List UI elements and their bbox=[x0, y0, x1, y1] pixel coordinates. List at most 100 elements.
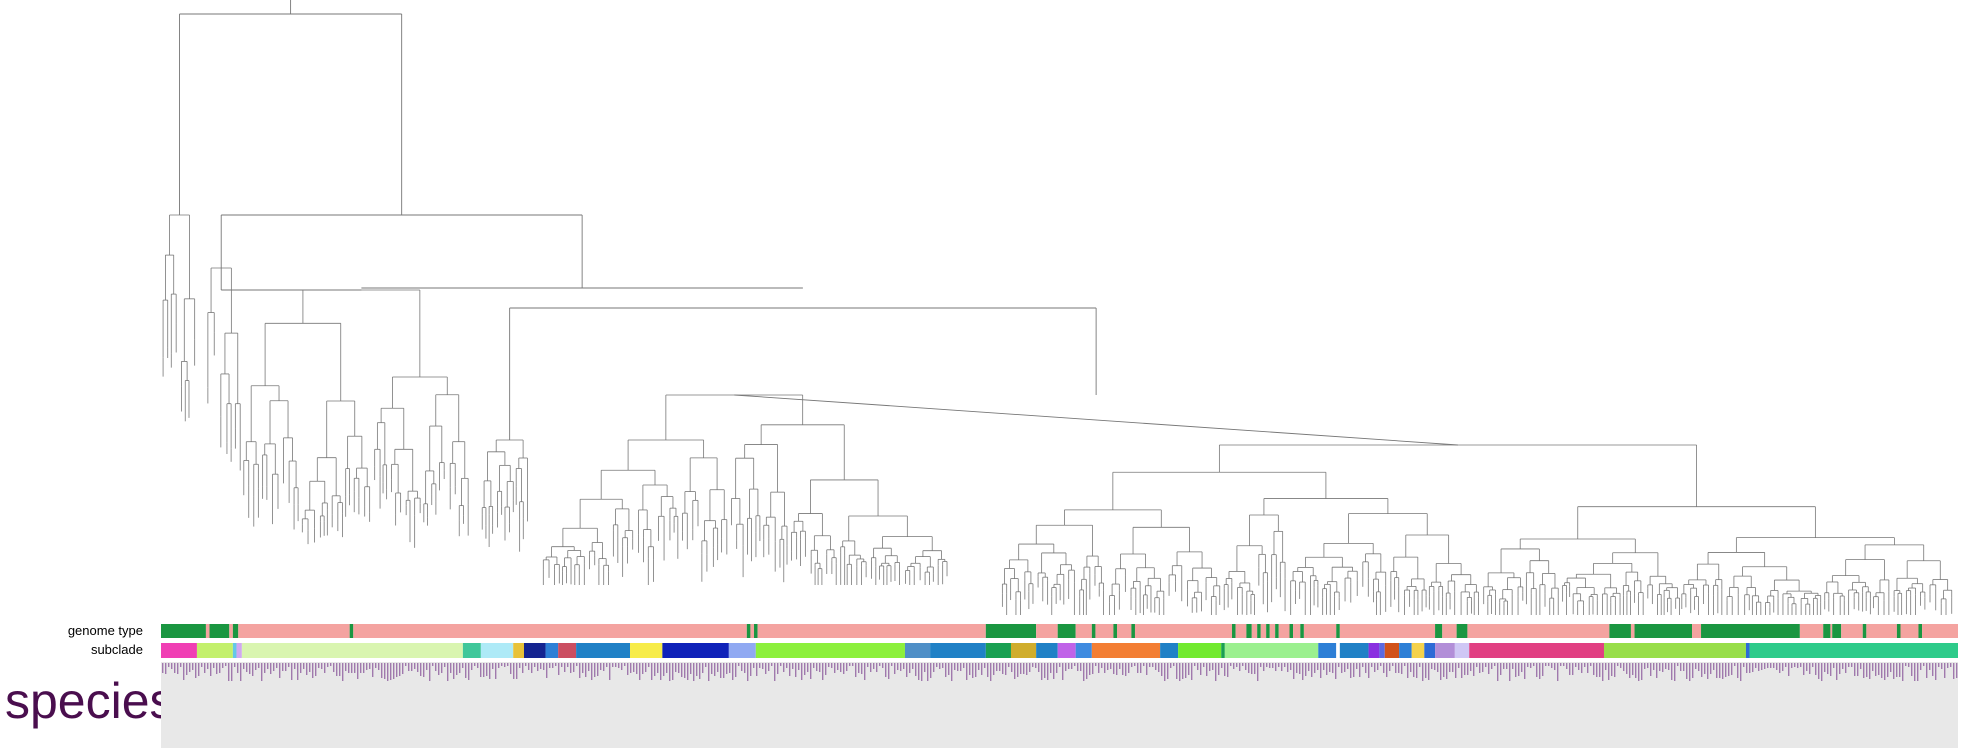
species-leaf-label bbox=[1572, 663, 1574, 675]
genome-type-segment bbox=[1900, 624, 1919, 638]
species-leaf-label bbox=[1119, 663, 1121, 669]
species-leaf-label bbox=[447, 663, 449, 681]
species-leaf-label bbox=[930, 663, 932, 678]
species-leaf-label bbox=[1938, 663, 1940, 667]
species-leaf-label bbox=[231, 663, 233, 681]
species-leaf-label bbox=[1209, 663, 1211, 671]
species-leaf-label bbox=[1452, 663, 1454, 672]
species-leaf-label bbox=[927, 663, 929, 681]
species-leaf-label bbox=[696, 663, 698, 676]
species-leaf-label bbox=[438, 663, 440, 675]
genome-type-segment bbox=[1701, 624, 1800, 638]
species-leaf-label bbox=[666, 663, 668, 673]
species-leaf-label bbox=[906, 663, 908, 677]
species-leaf-label bbox=[1131, 663, 1133, 667]
genome-type-segment bbox=[1832, 624, 1842, 638]
species-leaf-label bbox=[1824, 663, 1826, 672]
species-leaf-label bbox=[1887, 663, 1889, 677]
species-leaf-label bbox=[738, 663, 740, 666]
species-leaf-label bbox=[1869, 663, 1871, 679]
species-leaf-label bbox=[600, 663, 602, 670]
species-leaf-label bbox=[414, 663, 416, 669]
subclade-segment bbox=[1603, 643, 1746, 658]
species-leaf-label bbox=[1545, 663, 1547, 666]
subclade-segment bbox=[630, 643, 663, 658]
species-leaf-label bbox=[1815, 663, 1817, 675]
genome-type-segment bbox=[1336, 624, 1340, 638]
species-leaf-label bbox=[474, 663, 476, 666]
species-leaf-label bbox=[1377, 663, 1379, 670]
species-leaf-label bbox=[183, 663, 185, 680]
species-leaf-label bbox=[222, 663, 224, 668]
genome-type-segment bbox=[1257, 624, 1261, 638]
species-leaf-label bbox=[177, 663, 179, 674]
species-leaf-label bbox=[420, 663, 422, 676]
species-leaf-label bbox=[1140, 663, 1142, 673]
species-leaf-label bbox=[1224, 663, 1226, 676]
species-leaf-label bbox=[411, 663, 413, 671]
species-leaf-label bbox=[957, 663, 959, 671]
species-leaf-label bbox=[1479, 663, 1481, 673]
species-leaf-label bbox=[399, 663, 401, 676]
species-leaf-label bbox=[306, 663, 308, 675]
species-leaf-label bbox=[813, 663, 815, 668]
species-leaf-label bbox=[1422, 663, 1424, 681]
species-leaf-label bbox=[1233, 663, 1235, 669]
species-leaf-label bbox=[633, 663, 635, 672]
species-leaf-label bbox=[891, 663, 893, 666]
species-leaf-label bbox=[162, 663, 164, 673]
species-leaf-label bbox=[1653, 663, 1655, 670]
subclade-segment bbox=[1411, 643, 1425, 658]
species-leaf-label bbox=[639, 663, 641, 680]
species-leaf-label bbox=[1272, 663, 1274, 668]
genome-type-segment bbox=[229, 624, 233, 638]
species-leaf-label bbox=[1266, 663, 1268, 667]
species-leaf-label bbox=[1344, 663, 1346, 672]
species-leaf-label bbox=[1917, 663, 1919, 681]
species-leaf-label bbox=[894, 663, 896, 674]
species-leaf-label bbox=[735, 663, 737, 677]
species-leaf-label bbox=[372, 663, 374, 677]
species-leaf-label bbox=[450, 663, 452, 673]
species-leaf-label bbox=[1113, 663, 1115, 674]
species-leaf-label bbox=[693, 663, 695, 681]
species-leaf-label bbox=[1707, 663, 1709, 679]
species-leaf-label bbox=[1587, 663, 1589, 673]
species-leaf-label bbox=[603, 663, 605, 671]
species-leaf-label bbox=[1518, 663, 1520, 676]
species-leaf-label bbox=[1872, 663, 1874, 671]
genome-type-segment bbox=[161, 624, 206, 638]
species-leaf-label bbox=[1602, 663, 1604, 681]
species-leaf-label bbox=[1218, 663, 1220, 675]
species-leaf-label bbox=[1008, 663, 1010, 667]
species-leaf-label bbox=[1050, 663, 1052, 673]
species-leaf-label bbox=[939, 663, 941, 669]
species-leaf-label bbox=[1416, 663, 1418, 678]
species-leaf-label bbox=[576, 663, 578, 666]
species-leaf-label bbox=[1296, 663, 1298, 673]
subclade-segment bbox=[1224, 643, 1319, 658]
genome-type-segment bbox=[1131, 624, 1135, 638]
species-leaf-label bbox=[1059, 663, 1061, 667]
species-leaf-label bbox=[975, 663, 977, 677]
subclade-segment bbox=[1469, 643, 1604, 658]
species-leaf-label bbox=[1017, 663, 1019, 677]
species-leaf-label bbox=[1278, 663, 1280, 667]
species-leaf-label bbox=[753, 663, 755, 668]
species-leaf-label bbox=[1188, 663, 1190, 675]
species-leaf-label bbox=[492, 663, 494, 669]
species-leaf-label bbox=[1137, 663, 1139, 673]
species-leaf-label bbox=[1287, 663, 1289, 672]
genome-type-segment bbox=[1442, 624, 1457, 638]
species-leaf-label bbox=[1071, 663, 1073, 669]
species-leaf-label bbox=[1758, 663, 1760, 671]
species-leaf-label bbox=[1104, 663, 1106, 673]
species-leaf-label bbox=[1569, 663, 1571, 675]
species-leaf-label bbox=[537, 663, 539, 671]
species-leaf-label bbox=[1941, 663, 1943, 669]
species-leaf-label bbox=[1470, 663, 1472, 671]
subclade-segment bbox=[480, 643, 514, 658]
species-leaf-label bbox=[1515, 663, 1517, 677]
species-leaf-label bbox=[252, 663, 254, 676]
species-leaf-label bbox=[1608, 663, 1610, 680]
